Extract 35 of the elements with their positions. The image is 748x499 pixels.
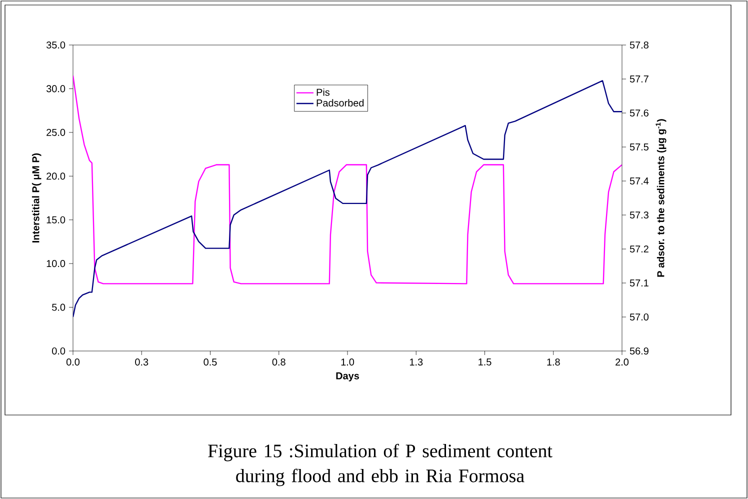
- y-tick-label: 15.0: [46, 216, 66, 224]
- y2-tick-label: 57.3: [630, 211, 648, 219]
- y2-tick-label: 57.0: [630, 313, 649, 321]
- x-tick-label: 1.0: [341, 358, 354, 366]
- x-tick-label: 1.3: [410, 358, 423, 366]
- y-tick-label: 35.0: [46, 41, 66, 49]
- x-tick-label: 0.3: [135, 358, 148, 366]
- y2-tick-label: 57.4: [630, 178, 649, 184]
- y2-tick-label: 57.2: [630, 245, 648, 253]
- y2-axis-title: P adsor. to the sediments (μg g$^{-1}$): [656, 119, 666, 277]
- legend-label: Padsorbed: [316, 99, 364, 106]
- x-axis-title: Days: [336, 372, 360, 382]
- y2-tick-label: 57.6: [630, 109, 648, 117]
- y-tick-label: 25.0: [46, 128, 66, 136]
- line-series: [73, 80, 622, 318]
- y-tick-label: 0.0: [52, 347, 66, 355]
- y-tick-label: 10.0: [46, 260, 66, 268]
- y-tick-label: 20.0: [46, 172, 66, 180]
- x-tick-label: 1.8: [547, 358, 560, 366]
- legend-label: Pis: [316, 88, 330, 96]
- x-tick-label: 2.0: [616, 358, 629, 366]
- y2-tick-label: 57.7: [630, 76, 648, 82]
- y-tick-label: 5.0: [52, 304, 66, 311]
- y2-tick-label: 57.1: [630, 280, 648, 286]
- x-tick-label: 0.0: [66, 358, 80, 366]
- y-axis-title: Interstitial P( μM P): [32, 153, 42, 242]
- y2-tick-label: 56.9: [630, 347, 648, 355]
- y-tick-label: 30.0: [46, 85, 66, 92]
- y2-tick-label: 57.5: [630, 144, 648, 150]
- x-tick-label: 1.5: [478, 358, 492, 366]
- x-tick-label: 0.5: [204, 358, 217, 366]
- line-series: [73, 74, 622, 284]
- caption: Figure 15 :Simulation of P sediment content during flood and ebb in Ria Formosa: [208, 444, 552, 486]
- y2-tick-label: 57.8: [630, 41, 648, 49]
- x-tick-label: 0.8: [272, 358, 286, 366]
